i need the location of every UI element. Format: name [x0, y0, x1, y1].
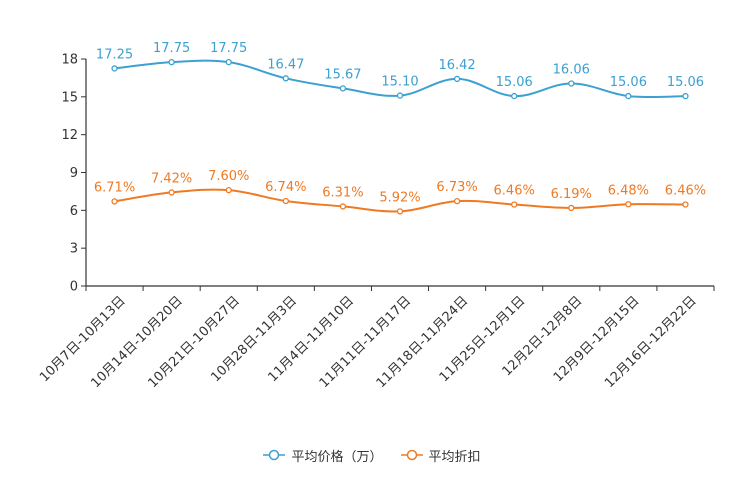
y-tick-label: 9 [70, 166, 78, 181]
x-axis: 10月7日-10月13日10月14日-10月20日10月21日-10月27日10… [37, 286, 714, 391]
y-tick-label: 0 [70, 280, 78, 295]
legend-item-price[interactable]: 平均价格（万） [263, 446, 382, 465]
y-tick-label: 6 [70, 204, 78, 219]
data-label: 15.06 [496, 75, 533, 90]
data-point[interactable] [512, 202, 517, 207]
data-point[interactable] [626, 94, 631, 99]
y-axis: 0 3 6 9 12 15 18 [61, 53, 86, 295]
data-label: 7.42% [151, 171, 192, 186]
data-label: 6.31% [322, 185, 363, 200]
data-label: 7.60% [208, 169, 249, 184]
data-label: 6.74% [265, 180, 306, 195]
data-label: 5.92% [379, 190, 420, 205]
line-chart: 0 3 6 9 12 15 18 10月7日-10月13日10月14日-10月20日10月2… [0, 0, 744, 440]
data-label: 6.46% [494, 184, 535, 199]
legend-marker-price-icon [263, 448, 285, 462]
data-point[interactable] [340, 86, 345, 91]
legend: 平均价格（万） 平均折扣 [0, 444, 744, 466]
data-label: 16.06 [553, 62, 590, 77]
data-label: 6.19% [551, 187, 592, 202]
data-point[interactable] [226, 188, 231, 193]
data-label: 16.42 [438, 58, 475, 73]
data-label: 6.46% [665, 184, 706, 199]
data-point[interactable] [226, 60, 231, 65]
legend-label-discount: 平均折扣 [429, 446, 481, 465]
data-point[interactable] [626, 202, 631, 207]
data-label: 16.47 [267, 57, 304, 72]
data-point[interactable] [283, 199, 288, 204]
data-point[interactable] [512, 94, 517, 99]
data-point[interactable] [340, 204, 345, 209]
data-label: 17.25 [96, 47, 133, 62]
legend-marker-discount-icon [401, 448, 423, 462]
data-label: 6.48% [608, 183, 649, 198]
data-point[interactable] [112, 199, 117, 204]
data-label: 17.75 [210, 41, 247, 56]
data-point[interactable] [283, 76, 288, 81]
data-point[interactable] [683, 202, 688, 207]
data-label: 17.75 [153, 41, 190, 56]
legend-item-discount[interactable]: 平均折扣 [401, 446, 481, 465]
data-point[interactable] [683, 94, 688, 99]
data-point[interactable] [455, 76, 460, 81]
data-label: 6.71% [94, 180, 135, 195]
data-point[interactable] [569, 81, 574, 86]
data-point[interactable] [398, 209, 403, 214]
series-1: 6.71% 7.42% 7.60% 6.74% 6.31% 5.92% 6.73% 6.46%… [94, 169, 706, 214]
y-tick-label: 12 [61, 128, 78, 143]
series-0: 17.25 17.75 17.75 16.47 15.67 15.10 16.42 15.06… [96, 41, 704, 98]
data-point[interactable] [169, 190, 174, 195]
data-label: 6.73% [436, 180, 477, 195]
series-layer: 17.25 17.75 17.75 16.47 15.67 15.10 16.42 15.06… [94, 41, 706, 214]
y-tick-label: 15 [61, 90, 78, 105]
data-label: 15.10 [381, 75, 418, 90]
data-label: 15.06 [667, 75, 704, 90]
data-point[interactable] [169, 60, 174, 65]
y-tick-label: 18 [61, 53, 78, 68]
data-point[interactable] [398, 93, 403, 98]
legend-label-price: 平均价格（万） [291, 446, 382, 465]
data-point[interactable] [455, 199, 460, 204]
data-label: 15.67 [324, 67, 361, 82]
y-tick-label: 3 [70, 242, 78, 257]
data-point[interactable] [569, 205, 574, 210]
data-point[interactable] [112, 66, 117, 71]
data-label: 15.06 [610, 75, 647, 90]
